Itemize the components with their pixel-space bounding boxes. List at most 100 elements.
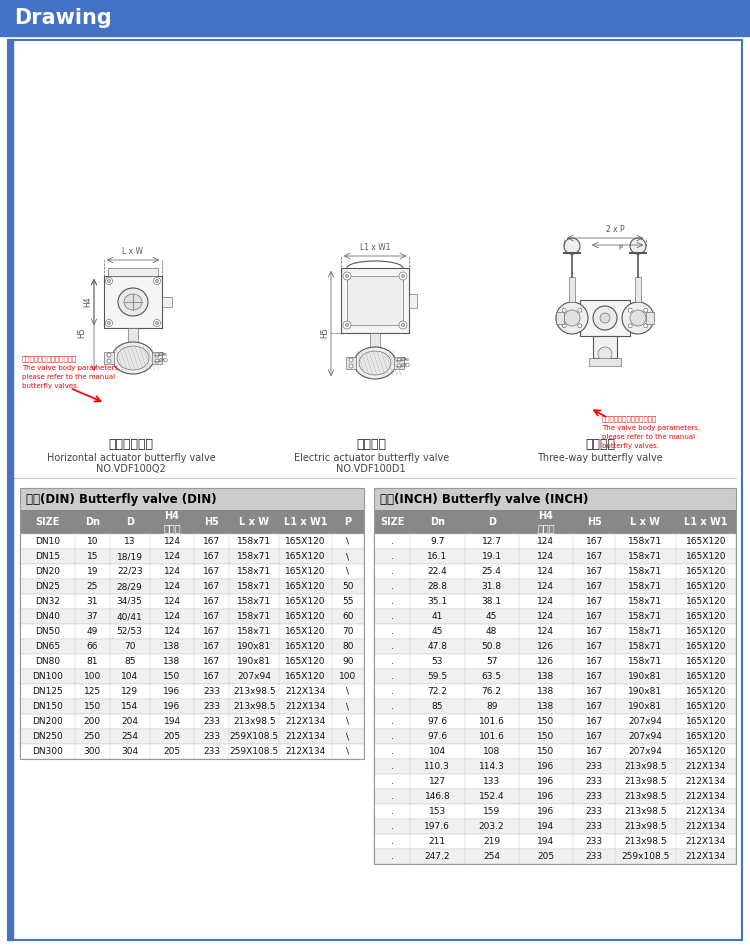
Circle shape [630, 310, 646, 326]
Text: 165X120: 165X120 [686, 582, 726, 591]
Text: L1 x W1: L1 x W1 [684, 517, 728, 527]
Bar [20, 654, 364, 669]
Text: 阀体尺寸参数请参照手动蝶阀: 阀体尺寸参数请参照手动蝶阀 [602, 415, 657, 422]
Circle shape [564, 310, 580, 326]
Text: 205: 205 [538, 852, 554, 861]
Text: 80: 80 [342, 642, 353, 651]
Text: 铝制气动蝶阀: 铝制气动蝶阀 [109, 438, 154, 451]
Text: 167: 167 [586, 687, 603, 696]
Bar [374, 639, 736, 654]
Bar [374, 759, 736, 774]
Bar [374, 699, 736, 714]
Text: 167: 167 [586, 627, 603, 636]
Text: 138: 138 [164, 657, 181, 666]
Text: 233: 233 [586, 822, 603, 831]
Bar [20, 510, 364, 534]
Text: 233: 233 [586, 837, 603, 846]
Bar [20, 744, 364, 759]
Bar [374, 819, 736, 834]
Bar [589, 358, 621, 366]
Circle shape [397, 358, 401, 362]
Text: .: . [391, 672, 394, 681]
Text: 165X120: 165X120 [285, 627, 326, 636]
Text: 124: 124 [538, 567, 554, 576]
Text: 150: 150 [537, 717, 554, 726]
Text: 126: 126 [538, 642, 554, 651]
Text: butterfly valves.: butterfly valves. [22, 383, 79, 389]
Text: 158x71: 158x71 [628, 657, 662, 666]
Text: 165X120: 165X120 [686, 567, 726, 576]
Text: 76.2: 76.2 [482, 687, 502, 696]
Circle shape [349, 358, 353, 362]
Text: 16.1: 16.1 [427, 552, 448, 561]
Text: 165X120: 165X120 [686, 597, 726, 606]
Text: NO.VDF100D1: NO.VDF100D1 [337, 464, 406, 474]
Text: 196: 196 [537, 777, 554, 786]
Text: 57: 57 [486, 657, 497, 666]
Text: 124: 124 [538, 612, 554, 621]
Text: 50: 50 [342, 582, 353, 591]
Text: .: . [391, 552, 394, 561]
Text: L1 x W1: L1 x W1 [360, 243, 390, 252]
Text: H5: H5 [77, 328, 86, 338]
Text: 97.6: 97.6 [427, 717, 448, 726]
Text: 81: 81 [86, 657, 98, 666]
Text: 150: 150 [537, 732, 554, 741]
Text: NO.VDF100Q2: NO.VDF100Q2 [96, 464, 166, 474]
Text: Dn: Dn [85, 517, 100, 527]
Bar [374, 510, 736, 534]
Bar [20, 669, 364, 684]
Bar [20, 699, 364, 714]
Text: 167: 167 [586, 717, 603, 726]
Text: 167: 167 [586, 747, 603, 756]
Text: Dn: Dn [430, 517, 445, 527]
Text: 19.1: 19.1 [482, 552, 502, 561]
Text: 213x98.5: 213x98.5 [624, 822, 667, 831]
Text: .: . [391, 762, 394, 771]
Text: 196: 196 [537, 762, 554, 771]
Text: 213x98.5: 213x98.5 [624, 777, 667, 786]
Bar [374, 564, 736, 579]
Text: ØD: ØD [159, 358, 169, 363]
Text: 167: 167 [586, 582, 603, 591]
Circle shape [155, 353, 159, 357]
Text: 259X108.5: 259X108.5 [230, 747, 279, 756]
Text: L x W: L x W [631, 517, 661, 527]
Text: .: . [391, 837, 394, 846]
Text: 165X120: 165X120 [686, 732, 726, 741]
Bar [374, 669, 736, 684]
Text: 110.3: 110.3 [424, 762, 450, 771]
Text: 31: 31 [86, 597, 98, 606]
Text: 250: 250 [84, 732, 100, 741]
Bar [593, 336, 617, 358]
Text: 165X120: 165X120 [285, 597, 326, 606]
Text: \: \ [346, 567, 350, 576]
Text: 203.2: 203.2 [478, 822, 505, 831]
Circle shape [628, 308, 632, 312]
Text: L x W: L x W [239, 517, 269, 527]
Bar [104, 352, 114, 364]
Text: 196: 196 [537, 792, 554, 801]
Text: DN65: DN65 [34, 642, 60, 651]
Text: 阀体尺寸参数请参照手动蝶阀: 阀体尺寸参数请参照手动蝶阀 [22, 355, 77, 361]
Text: 59.5: 59.5 [427, 672, 448, 681]
Text: \: \ [346, 747, 350, 756]
Text: 300: 300 [84, 747, 101, 756]
Text: .: . [391, 777, 394, 786]
Text: 28/29: 28/29 [117, 582, 142, 591]
Text: 138: 138 [537, 687, 554, 696]
Bar [374, 534, 736, 549]
Bar [394, 357, 404, 369]
Text: 158x71: 158x71 [628, 612, 662, 621]
Text: 19: 19 [86, 567, 98, 576]
Text: DN10: DN10 [34, 537, 60, 546]
Text: 213x98.5: 213x98.5 [624, 807, 667, 816]
Circle shape [154, 319, 160, 326]
Text: 212X134: 212X134 [285, 747, 326, 756]
Text: 167: 167 [203, 597, 220, 606]
Text: 10: 10 [86, 537, 98, 546]
Text: 124: 124 [164, 582, 181, 591]
Text: 31.8: 31.8 [482, 582, 502, 591]
Text: 124: 124 [164, 552, 181, 561]
Text: The valve body parameters,: The valve body parameters, [22, 365, 120, 371]
